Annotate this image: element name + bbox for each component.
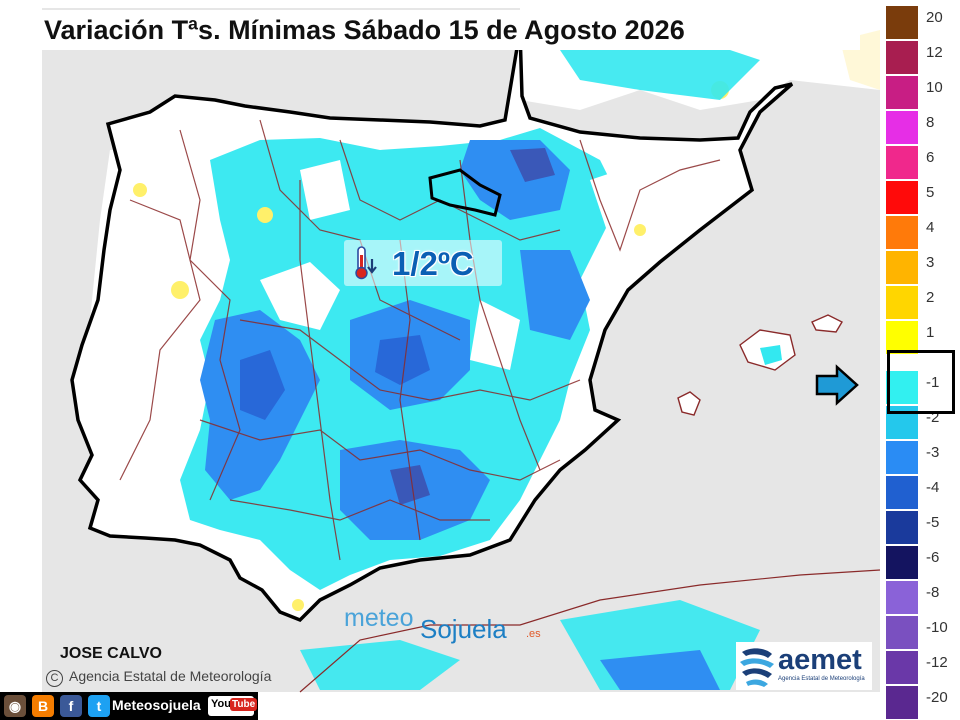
selected-range-highlight bbox=[887, 350, 955, 414]
legend-label: -3 bbox=[926, 444, 940, 461]
thermometer-down-icon bbox=[355, 246, 377, 280]
page-title: Variación Tªs. Mínimas Sábado 15 de Agos… bbox=[38, 10, 860, 50]
twitter-icon[interactable]: t bbox=[88, 695, 110, 717]
watermark-suffix: .es bbox=[526, 628, 541, 640]
legend-label: -10 bbox=[926, 619, 948, 636]
legend-swatch bbox=[886, 441, 918, 474]
legend-label: 10 bbox=[926, 79, 943, 96]
social-account-name[interactable]: Meteosojuela bbox=[112, 697, 201, 713]
aemet-logo: aemet Agencia Estatal de Meteorología bbox=[736, 642, 872, 690]
aemet-wordmark: aemet bbox=[778, 644, 862, 676]
facebook-icon[interactable]: f bbox=[60, 695, 82, 717]
youtube-tube-text: Tube bbox=[230, 698, 258, 711]
legend-swatch bbox=[886, 476, 918, 509]
legend-label: -5 bbox=[926, 514, 940, 531]
legend-swatch bbox=[886, 41, 918, 74]
watermark-part2: Sojuela bbox=[420, 614, 507, 644]
instagram-icon[interactable]: ◉ bbox=[4, 695, 26, 717]
aemet-emblem-icon bbox=[740, 648, 774, 687]
iberia-border bbox=[70, 29, 794, 623]
agency-credit: C Agencia Estatal de Meteorología bbox=[46, 668, 271, 687]
legend-swatch bbox=[886, 216, 918, 249]
legend-swatch bbox=[886, 321, 918, 354]
legend-swatch bbox=[886, 546, 918, 579]
legend-swatch bbox=[886, 686, 918, 719]
legend-swatch bbox=[886, 371, 918, 404]
value-label-background bbox=[344, 240, 502, 286]
legend-label: 5 bbox=[926, 184, 935, 201]
blogger-icon[interactable]: B bbox=[32, 695, 54, 717]
legend-label: 20 bbox=[926, 9, 943, 26]
highlight-value: 1/2ºC bbox=[392, 245, 474, 282]
legend-label: -4 bbox=[926, 479, 940, 496]
legend-label: 12 bbox=[926, 44, 943, 61]
copyright-icon: C bbox=[46, 670, 63, 687]
legend-label: -1 bbox=[926, 374, 940, 391]
aemet-subtitle: Agencia Estatal de Meteorología bbox=[778, 676, 865, 682]
legend-swatch bbox=[886, 581, 918, 614]
legend-swatch bbox=[886, 511, 918, 544]
legend-label: 2 bbox=[926, 289, 935, 306]
legend-label: -6 bbox=[926, 549, 940, 566]
legend-label: -20 bbox=[926, 689, 948, 706]
legend-label: 6 bbox=[926, 149, 935, 166]
legend-label: 3 bbox=[926, 254, 935, 271]
legend-swatch bbox=[886, 251, 918, 284]
legend-label: -8 bbox=[926, 584, 940, 601]
legend-swatch bbox=[886, 616, 918, 649]
legend-swatch bbox=[886, 181, 918, 214]
color-legend: 20 12 10 8 6 5 4 3 2 1 -1 -2 -3 -4 -5 -6 -8 -10 -12 -20 bbox=[886, 6, 956, 719]
legend-swatch bbox=[886, 146, 918, 179]
agency-name: Agencia Estatal de Meteorología bbox=[69, 668, 272, 684]
legend-swatch bbox=[886, 286, 918, 319]
legend-label: 8 bbox=[926, 114, 935, 131]
youtube-you-text: You bbox=[211, 698, 231, 710]
author-name: JOSE CALVO bbox=[60, 645, 162, 662]
youtube-icon[interactable]: You Tube bbox=[208, 696, 258, 716]
legend-swatch bbox=[886, 111, 918, 144]
la-rioja-region bbox=[428, 168, 502, 217]
legend-label: -12 bbox=[926, 654, 948, 671]
legend-swatch bbox=[886, 76, 918, 109]
social-bar: ◉ B f t Meteosojuela You Tube bbox=[0, 692, 258, 720]
legend-label: 1 bbox=[926, 324, 935, 341]
watermark-part1: meteo bbox=[344, 604, 414, 632]
legend-swatch bbox=[886, 6, 918, 39]
arrow-right-icon bbox=[815, 364, 859, 406]
legend-swatch bbox=[886, 651, 918, 684]
province-lines bbox=[119, 119, 721, 561]
legend-label: 4 bbox=[926, 219, 935, 236]
blue-area-east bbox=[520, 250, 590, 340]
